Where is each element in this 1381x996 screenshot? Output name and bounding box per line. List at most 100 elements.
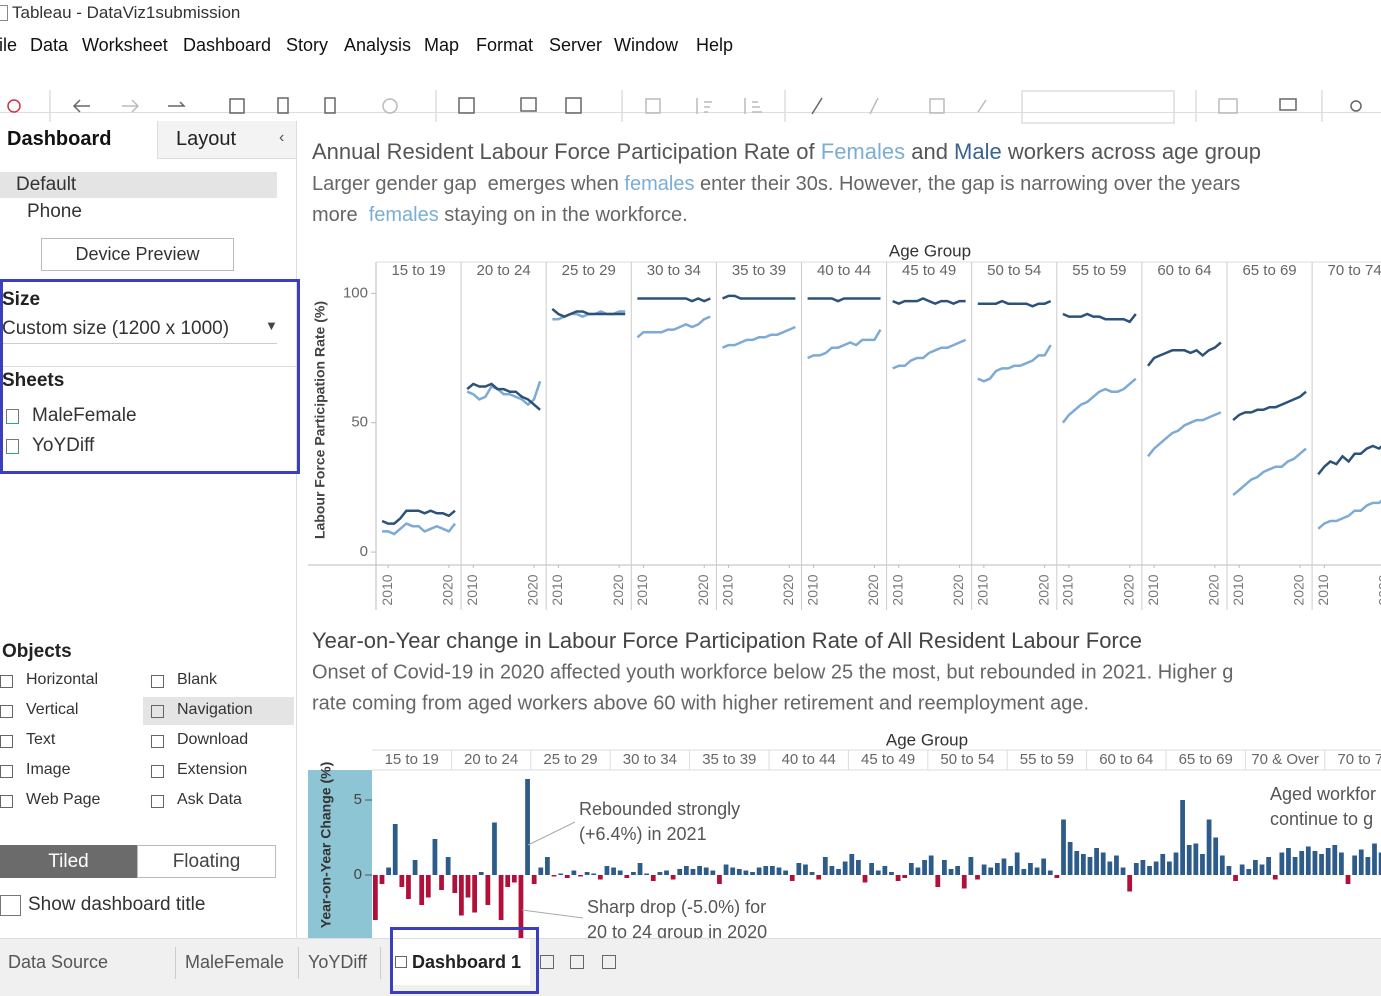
menu-item[interactable]: Server: [549, 35, 603, 55]
bar: [664, 870, 669, 875]
chart-subtitle: Larger gender gap emerges when females e…: [312, 173, 1240, 195]
object-item[interactable]: Vertical: [26, 701, 79, 718]
duplicate-icon[interactable]: [520, 97, 537, 112]
sheet-item[interactable]: YoYDiff: [32, 435, 95, 456]
line-female: [1317, 499, 1381, 530]
checkbox-label[interactable]: Show dashboard title: [28, 894, 206, 915]
fit-dropdown[interactable]: [1021, 90, 1175, 124]
title-bar: Tableau - DataViz1submission: [0, 0, 1381, 26]
bar: [1193, 843, 1199, 875]
x-tick-label: 2010: [1315, 574, 1331, 605]
facet-label: 55 to 59: [1020, 751, 1074, 768]
bar: [803, 864, 808, 875]
object-item[interactable]: Text: [26, 731, 56, 748]
pause-icon[interactable]: [324, 97, 336, 114]
label-icon[interactable]: [929, 98, 945, 114]
chart-subtitle-part: Larger gender gap emerges when: [312, 173, 624, 195]
menu-item[interactable]: Window: [614, 35, 679, 55]
object-item[interactable]: Download: [177, 731, 249, 748]
chart-subtitle: more females staying on in the workforce…: [312, 204, 688, 226]
sort-asc-icon[interactable]: [696, 98, 712, 114]
layout-toggle[interactable]: Tiled: [0, 845, 137, 878]
highlight-box: [390, 927, 539, 994]
bar: [928, 855, 934, 875]
device[interactable]: Default: [16, 174, 77, 195]
size-dropdown[interactable]: Custom size (1200 x 1000): [2, 318, 277, 344]
object-item[interactable]: Extension: [177, 761, 248, 778]
clear-icon[interactable]: [565, 97, 582, 114]
object-item[interactable]: Ask Data: [177, 791, 242, 808]
line-male: [381, 509, 456, 525]
tab[interactable]: Dashboard: [7, 128, 112, 150]
object-item[interactable]: Blank: [177, 671, 218, 688]
save-icon[interactable]: [229, 98, 245, 114]
menu-item[interactable]: Story: [286, 35, 329, 55]
sheet-item[interactable]: MaleFemale: [32, 405, 137, 426]
x-tick-label: 2010: [719, 574, 735, 605]
highlight-icon[interactable]: [811, 97, 823, 115]
bar: [1253, 860, 1258, 875]
facet-label: 65 to 69: [1242, 262, 1296, 279]
line-male: [1147, 341, 1222, 367]
active-tab-bg: [390, 939, 530, 985]
line-male: [722, 294, 796, 300]
separator: [0, 366, 296, 367]
sheet-tab[interactable]: Dashboard 1: [412, 952, 522, 972]
sheet-tab[interactable]: MaleFemale: [185, 952, 285, 972]
group-icon[interactable]: [869, 97, 879, 115]
bar: [975, 875, 980, 880]
bar: [571, 870, 577, 875]
chart-subtitle-part: more: [312, 204, 369, 226]
bar: [1160, 854, 1166, 875]
new-tab-icon[interactable]: [540, 955, 554, 969]
bar: [697, 866, 702, 875]
swap-icon[interactable]: [645, 98, 661, 114]
tab[interactable]: Layout: [176, 128, 237, 150]
device[interactable]: Phone: [27, 201, 82, 222]
refresh-icon[interactable]: [382, 98, 398, 114]
menu-item[interactable]: File: [0, 35, 18, 55]
sheet-tab[interactable]: Data Source: [8, 952, 109, 972]
menu-item[interactable]: Dashboard: [183, 35, 272, 55]
menu-item[interactable]: Help: [696, 35, 734, 55]
datasource-icon[interactable]: [277, 97, 289, 114]
object-item[interactable]: Web Page: [26, 791, 101, 808]
menu-item[interactable]: Map: [424, 35, 460, 55]
object-icon: [151, 765, 164, 778]
bar: [743, 870, 749, 875]
share-icon[interactable]: [1350, 100, 1362, 112]
new-tab-icon[interactable]: [602, 955, 616, 969]
collapse-icon[interactable]: ‹: [279, 129, 285, 146]
object-item[interactable]: Horizontal: [26, 671, 99, 688]
forward-icon[interactable]: [122, 99, 140, 113]
bar: [485, 875, 491, 905]
new-sheet-icon[interactable]: [458, 97, 475, 114]
bar: [1067, 842, 1073, 875]
layout-toggle[interactable]: Floating: [137, 845, 276, 878]
show-me-icon[interactable]: [1218, 98, 1238, 114]
menu-item[interactable]: Data: [30, 35, 69, 55]
pin-icon[interactable]: [977, 99, 987, 113]
menu-item[interactable]: Worksheet: [82, 35, 168, 55]
bar: [703, 867, 709, 875]
new-tab-icon[interactable]: [570, 955, 584, 969]
back-icon[interactable]: [72, 99, 90, 113]
line-male: [977, 299, 1052, 308]
logo-icon[interactable]: [7, 99, 21, 113]
device-preview-button[interactable]: Device Preview: [41, 238, 234, 271]
bar: [531, 875, 537, 884]
menu-item[interactable]: Format: [476, 35, 534, 55]
sheet-tab[interactable]: YoYDiff: [308, 952, 368, 972]
presentation-icon[interactable]: [1279, 98, 1297, 111]
checkbox[interactable]: [0, 895, 21, 916]
sort-desc-icon[interactable]: [744, 98, 762, 114]
sheet-tab-bar: Data Source MaleFemale YoYDiff Dashboard 1: [0, 938, 1381, 996]
facet-header-title: Age Group: [889, 241, 971, 260]
x-tick-label: 2020: [780, 574, 796, 605]
bar: [862, 875, 868, 883]
object-item[interactable]: Image: [26, 761, 71, 778]
object-item[interactable]: Navigation: [177, 701, 253, 718]
menu-item[interactable]: Analysis: [344, 35, 412, 55]
redo-icon[interactable]: [168, 101, 186, 107]
chart-subtitle: Onset of Covid-19 in 2020 affected youth…: [312, 661, 1233, 683]
